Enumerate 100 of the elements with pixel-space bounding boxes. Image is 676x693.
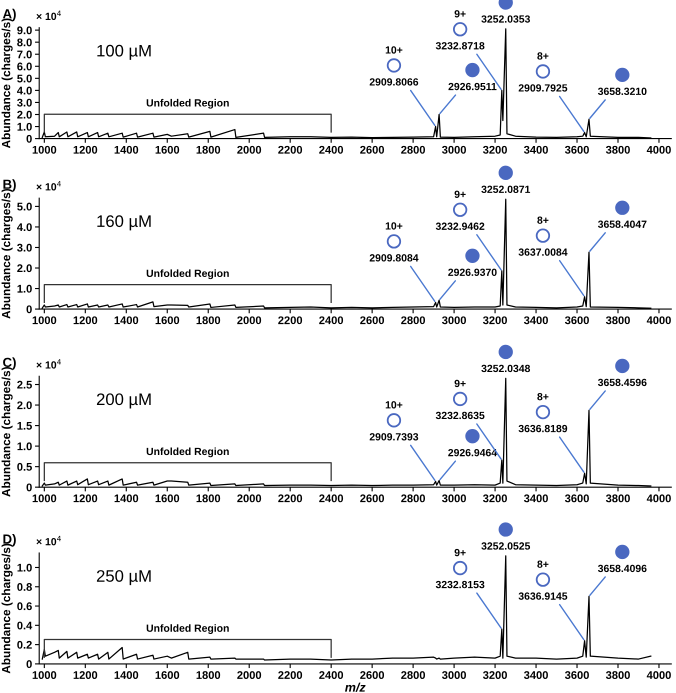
y-tick-label: 0 [26,305,32,314]
y-tick-label: 8.0 [17,38,32,46]
annotation: 9+ [454,380,466,388]
x-tick-label: 2400 [319,316,344,324]
text: × 10$^{4}$ [36,10,61,20]
annotation: 2926.9464 [448,448,498,456]
y-tick-label: 2.0 [17,401,32,410]
annotation: 9+ [454,548,466,556]
annotation: Unfolded Region [146,269,229,280]
y-tick-label: 4.0 [16,86,32,95]
annotation: 3636.8189 [518,424,568,432]
y-tick-label: 0 [26,134,32,143]
text: 9+ [454,10,466,18]
x-tick-label: 3600 [564,671,589,680]
annotation: 3658.3210 [598,88,647,96]
x-tick-label: 2200 [278,671,302,679]
y-tick-label: 9.0 [17,26,32,34]
y-tick-label: 6.0 [17,62,32,70]
y-tick-label: 1.0 [18,564,32,572]
x-tick-label: 1400 [114,146,138,154]
annotation: 100 µM [97,44,151,60]
x-tick-label: 3000 [442,316,466,324]
annotation: 3252.0871 [481,186,530,194]
x-tick-label: 4000 [646,671,671,679]
annotation: 8+ [537,216,548,224]
text: × 10$^{4}$ [36,359,61,369]
y-tick-label: 7.0 [17,50,32,58]
annotation: 3252.0353 [481,15,530,23]
annotation: Unfolded Region [146,98,229,109]
annotation: 250 µM [96,570,151,586]
x-tick-label: 3400 [524,316,548,324]
y-tick-label: 1.0 [18,442,32,450]
y-tick-label: 1.0 [18,284,32,293]
y-tick-label: 0 [26,660,32,668]
x-tick-label: 3200 [482,671,507,680]
x-tick-label: 2000 [237,316,262,324]
x-tick-label: 1800 [196,146,220,154]
annotation: 10+ [386,222,402,230]
x-tick-label: 3600 [564,316,589,324]
annotation: 8+ [537,560,548,568]
annotation: 3232.8718 [436,42,484,50]
x-tick-label: 3000 [442,146,466,154]
x-tick-label: 3800 [606,316,630,324]
annotation: 3658.4047 [598,220,646,228]
x-tick-label: 1400 [114,494,138,502]
x-tick-label: 3600 [564,146,589,154]
x-tick-label: 2800 [401,146,426,154]
y-tick-label: 0 [26,483,32,492]
annotation: 3637.0084 [518,248,568,256]
x-tick-label: 4000 [646,316,671,324]
x-tick-label: 1000 [32,671,56,679]
x-tick-label: 2200 [278,494,302,502]
x-tick-label: 1200 [74,316,98,324]
x-tick-label: 1800 [196,494,220,502]
y-tick-label: 0.4 [17,622,32,630]
y-tick-label: 4.0 [16,223,32,232]
x-tick-label: 1600 [156,671,180,679]
x-tick-label: 3000 [442,494,466,502]
y-tick-label: 5.0 [17,74,32,82]
annotation: 200 µM [96,393,151,408]
y-tick-label: 5.0 [17,202,32,211]
y-tick-label: 0.2 [17,640,32,649]
annotation: 8+ [537,392,548,400]
x-tick-label: 3400 [524,671,548,680]
annotation: 3252.0348 [481,364,530,372]
annotation: 2909.8066 [370,78,418,86]
x-tick-label: 2200 [278,316,302,324]
x-tick-label: 3800 [606,671,630,680]
x-tick-label: 2000 [237,146,262,154]
x-tick-label: 2800 [401,494,426,502]
x-tick-label: 2600 [360,494,384,502]
annotation: 2909.7925 [518,84,568,92]
x-tick-label: 2400 [319,146,344,154]
text: × 10$^{4}$ [36,181,61,191]
x-tick-label: 1000 [32,316,56,324]
x-tick-label: 1200 [74,494,98,502]
y-tick-label: 3.0 [17,98,32,107]
annotation: 10+ [386,401,402,409]
x-tick-label: 3600 [564,494,589,502]
x-tick-label: 3200 [482,146,507,154]
x-tick-label: 3000 [442,671,466,680]
x-tick-label: 3200 [482,494,507,502]
annotation: 2909.8084 [370,254,419,262]
x-tick-label: 2800 [401,316,426,324]
x-tick-label: 1400 [114,316,138,324]
x-tick-label: 2800 [401,671,426,679]
text: × 10$^{4}$ [36,536,61,546]
y-tick-label: 0.5 [17,462,32,471]
text: 9+ [454,190,466,198]
y-tick-label: 2.5 [17,380,32,389]
y-tick-label: 2.0 [17,110,32,119]
annotation: 3232.9462 [436,222,484,230]
y-tick-label: 1.0 [18,122,32,131]
annotation: Unfolded Region [146,447,229,458]
annotation: 2909.7393 [370,433,418,440]
x-axis-title: m/z [345,682,366,692]
x-tick-label: 1200 [74,671,98,679]
x-tick-label: 1200 [74,146,98,154]
x-tick-label: 2600 [360,146,384,154]
x-tick-label: 1600 [156,494,180,502]
